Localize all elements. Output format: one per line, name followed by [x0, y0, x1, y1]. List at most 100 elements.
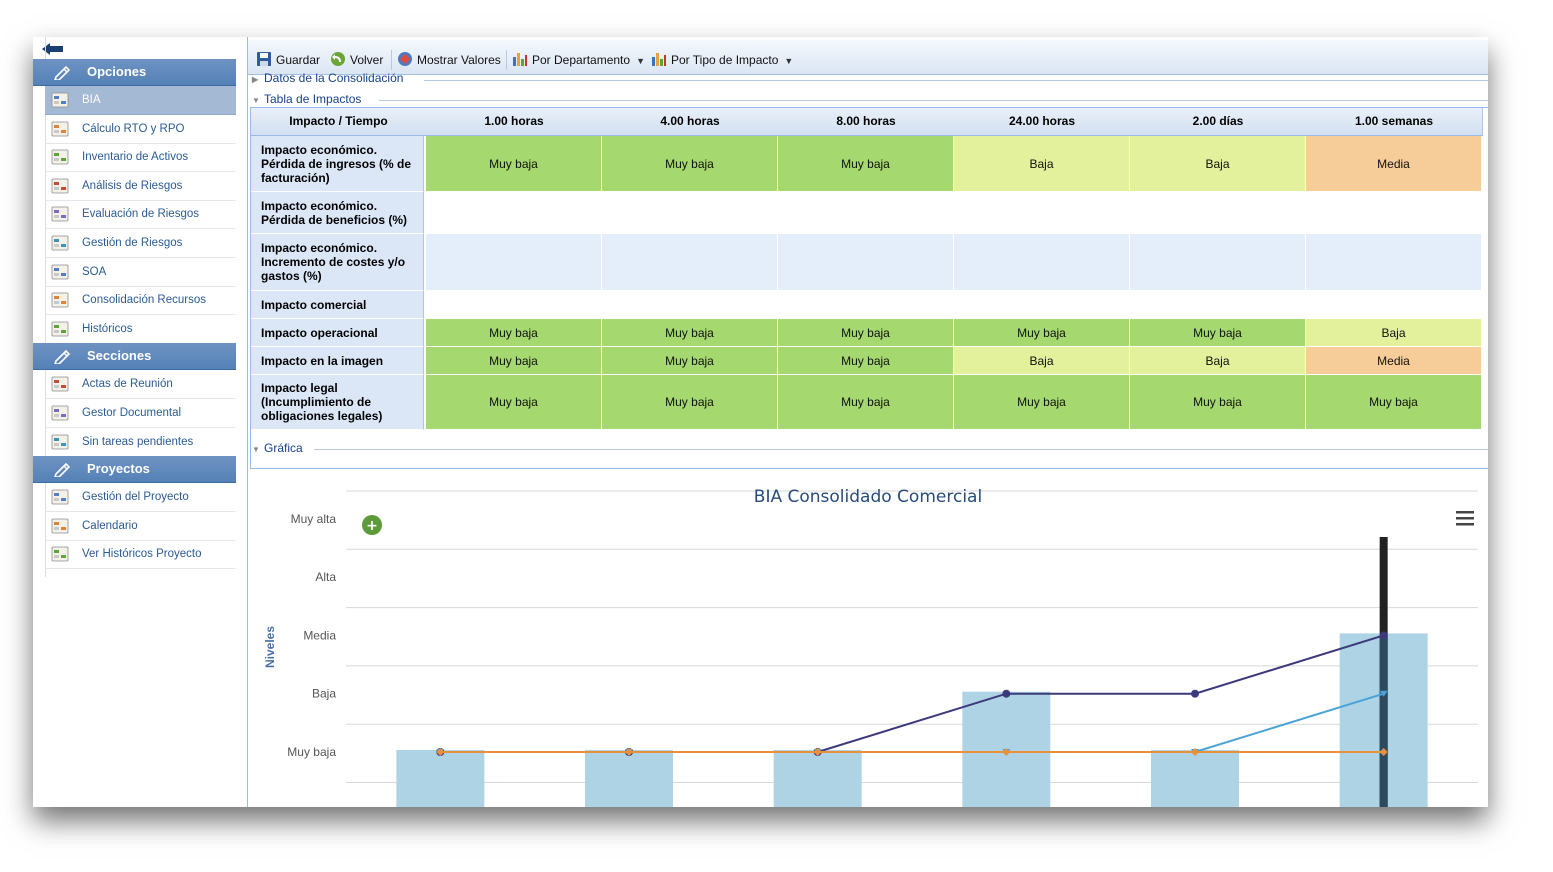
- table-column-header[interactable]: 4.00 horas: [602, 108, 779, 136]
- show-values-button[interactable]: Mostrar Valores: [397, 51, 501, 69]
- table-cell[interactable]: Baja: [954, 347, 1130, 375]
- sidebar-item[interactable]: Cálculo RTO y RPO: [45, 115, 236, 144]
- fieldset-consolidation-toggle[interactable]: ▶ Datos de la Consolidación: [252, 71, 403, 87]
- table-row-label: Impacto operacional: [251, 319, 424, 347]
- sidebar-item[interactable]: Análisis de Riesgos: [45, 172, 236, 201]
- sidebar-item[interactable]: Gestión del Proyecto: [45, 483, 236, 513]
- meeting-icon: [51, 376, 69, 392]
- sidebar-item[interactable]: Sin tareas pendientes: [45, 428, 236, 457]
- sidebar-item[interactable]: Calendario: [45, 512, 236, 541]
- risk-analysis-icon: [51, 178, 69, 194]
- table-cell[interactable]: [602, 291, 778, 319]
- table-cell[interactable]: Muy baja: [602, 136, 778, 192]
- table-cell[interactable]: Muy baja: [778, 347, 954, 375]
- table-column-header[interactable]: 8.00 horas: [778, 108, 955, 136]
- table-cell[interactable]: Muy baja: [954, 319, 1130, 347]
- table-cell[interactable]: Muy baja: [602, 347, 778, 375]
- table-cell[interactable]: Muy baja: [1130, 319, 1306, 347]
- table-cell[interactable]: Muy baja: [778, 319, 954, 347]
- back-label: Volver: [350, 53, 384, 67]
- table-cell[interactable]: Muy baja: [426, 375, 602, 430]
- table-cell[interactable]: [602, 234, 778, 291]
- sidebar-item[interactable]: Gestión de Riesgos: [45, 229, 236, 258]
- fieldset-impacts-toggle[interactable]: ▼ Tabla de Impactos: [252, 92, 361, 108]
- table-cell[interactable]: Muy baja: [954, 375, 1130, 430]
- table-cell[interactable]: Baja: [954, 136, 1130, 192]
- tasks-icon: [51, 434, 69, 449]
- sidebar-section-header[interactable]: Secciones: [33, 343, 236, 371]
- table-cell[interactable]: [1306, 192, 1482, 234]
- sidebar-item[interactable]: Evaluación de Riesgos: [45, 200, 236, 230]
- sidebar-item[interactable]: Históricos: [45, 315, 236, 344]
- table-cell[interactable]: [1130, 291, 1306, 319]
- table-cell[interactable]: [1130, 192, 1306, 234]
- table-cell[interactable]: Muy baja: [426, 136, 602, 192]
- sidebar-section-header[interactable]: Opciones: [33, 59, 236, 86]
- table-cell[interactable]: Muy baja: [1130, 375, 1306, 430]
- back-arrow-icon[interactable]: [41, 41, 65, 57]
- sidebar: Opciones BIA Cálculo RTO y RPO Inventario d…: [33, 37, 239, 807]
- table-cell[interactable]: Muy baja: [1306, 375, 1482, 430]
- project-icon: [51, 489, 69, 505]
- table-cell[interactable]: Media: [1306, 347, 1482, 375]
- zoom-plus-icon: [362, 515, 382, 535]
- table-column-header[interactable]: 2.00 días: [1130, 108, 1307, 136]
- table-cell[interactable]: Muy baja: [602, 319, 778, 347]
- sidebar-section-header[interactable]: Proyectos: [33, 456, 236, 484]
- table-column-header[interactable]: 1.00 semanas: [1306, 108, 1483, 136]
- by-impact-type-dropdown[interactable]: Por Tipo de Impacto ▼: [651, 51, 793, 69]
- table-cell[interactable]: [426, 291, 602, 319]
- sidebar-item-label: SOA: [82, 265, 107, 278]
- pencil-icon: [54, 463, 71, 478]
- save-button[interactable]: Guardar: [256, 51, 320, 69]
- sidebar-item[interactable]: Actas de Reunión: [45, 370, 236, 400]
- table-cell[interactable]: [778, 291, 954, 319]
- table-cell[interactable]: Media: [1306, 136, 1482, 192]
- table-cell[interactable]: [778, 192, 954, 234]
- by-department-dropdown[interactable]: Por Departamento ▼: [512, 51, 645, 69]
- table-cell[interactable]: [426, 192, 602, 234]
- back-button[interactable]: Volver: [330, 51, 383, 69]
- table-cell[interactable]: Muy baja: [778, 375, 954, 430]
- table-cell[interactable]: [426, 234, 602, 291]
- sidebar-item[interactable]: Ver Históricos Proyecto: [45, 540, 236, 570]
- sidebar-item[interactable]: SOA: [45, 258, 236, 287]
- y-tick-label: Muy baja: [287, 745, 336, 759]
- zoom-plus-glyph: +: [366, 518, 378, 534]
- bar-chart-icon: [513, 53, 527, 66]
- table-cell[interactable]: [1130, 234, 1306, 291]
- sidebar-item-label: Consolidación Recursos: [82, 294, 207, 307]
- crosshair-marker-overlay: [1379, 635, 1388, 807]
- table-cell[interactable]: [954, 234, 1130, 291]
- table-cell[interactable]: Muy baja: [426, 319, 602, 347]
- chart-title: BIA Consolidado Comercial: [754, 487, 982, 507]
- sidebar-item-label: Cálculo RTO y RPO: [82, 122, 185, 135]
- table-cell[interactable]: Muy baja: [602, 375, 778, 430]
- table-cell[interactable]: Muy baja: [778, 136, 954, 192]
- folders-icon: [51, 405, 69, 421]
- table-cell[interactable]: [954, 291, 1130, 319]
- show-values-label: Mostrar Valores: [417, 53, 501, 67]
- table-cell[interactable]: [602, 192, 778, 234]
- series-point: [1379, 748, 1388, 756]
- table-column-header[interactable]: 24.00 horas: [954, 108, 1131, 136]
- sidebar-item[interactable]: Inventario de Activos: [45, 143, 236, 173]
- bar: [396, 750, 485, 807]
- sidebar-item-label: Gestión del Proyecto: [82, 491, 189, 504]
- table-cell[interactable]: [954, 192, 1130, 234]
- fieldset-chart-toggle[interactable]: ▼ Gráfica: [252, 441, 303, 457]
- sidebar-item[interactable]: Gestor Documental: [45, 399, 236, 428]
- sidebar-item[interactable]: BIA: [45, 86, 236, 115]
- table-column-header[interactable]: 1.00 horas: [426, 108, 603, 136]
- table-cell[interactable]: [778, 234, 954, 291]
- table-cell[interactable]: [1306, 234, 1482, 291]
- table-cell[interactable]: Baja: [1130, 136, 1306, 192]
- menu-icon: [1456, 511, 1474, 514]
- sidebar-item[interactable]: Consolidación Recursos: [45, 286, 236, 316]
- series-point: [1191, 689, 1199, 698]
- table-cell[interactable]: Baja: [1130, 347, 1306, 375]
- table-cell[interactable]: Muy baja: [426, 347, 602, 375]
- table-cell[interactable]: Baja: [1306, 319, 1482, 347]
- table-cell[interactable]: [1306, 291, 1482, 319]
- bar: [585, 750, 673, 807]
